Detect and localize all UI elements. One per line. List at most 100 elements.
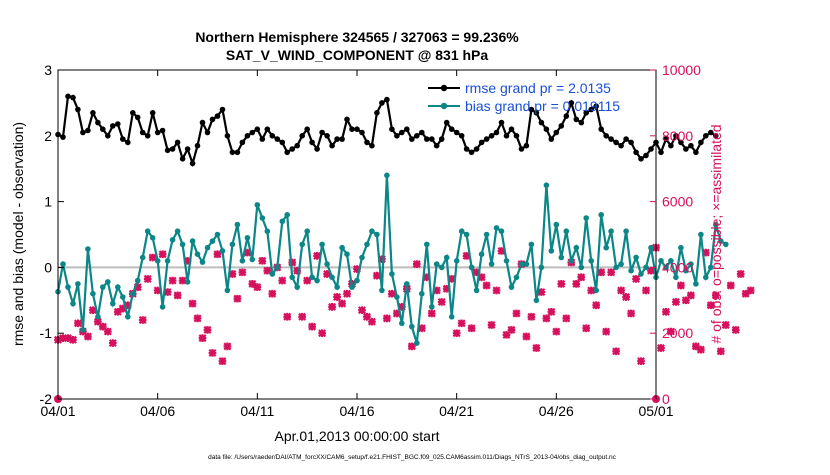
legend-marker-bias [440, 102, 448, 110]
obs-assimilated-marker [532, 344, 541, 352]
y-tick-label-left: 0 [44, 259, 52, 275]
rmse-point [523, 142, 530, 149]
obs-assimilated-marker [637, 357, 646, 366]
obs-assimilated-marker [647, 266, 655, 275]
obs-assimilated-marker [138, 316, 147, 325]
rmse-point [329, 142, 335, 149]
obs-assimilated-marker [497, 246, 506, 255]
obs-assimilated-marker [198, 334, 207, 343]
obs-assimilated-marker [228, 270, 237, 278]
rmse-point [304, 126, 311, 132]
obs-assimilated-marker [253, 283, 262, 292]
rmse-point [144, 133, 151, 139]
bias-point [249, 256, 256, 263]
obs-assimilated-marker [452, 329, 461, 338]
bias-point [75, 281, 81, 287]
rmse-point [414, 133, 420, 139]
bias-point [448, 314, 455, 320]
obs-assimilated-marker [358, 306, 366, 315]
rmse-point [628, 139, 634, 146]
rmse-point [608, 136, 614, 142]
bias-point [424, 241, 430, 248]
obs-assimilated-marker [552, 327, 561, 336]
rmse-point [483, 136, 490, 142]
rmse-point [279, 139, 286, 146]
bias-point [139, 254, 146, 261]
bias-point [453, 258, 460, 264]
obs-assimilated-marker [492, 286, 501, 295]
bias-point [468, 264, 475, 271]
rmse-point [105, 133, 111, 139]
obs-assimilated-marker [442, 284, 451, 293]
obs-assimilated-marker [701, 248, 710, 257]
rmse-point [284, 149, 291, 156]
bias-point [429, 304, 435, 310]
plot-area: 04/01 04/06 04/11 04/16 04/21 04/26 05/01 -2 -1 0… [40, 62, 755, 419]
rmse-point [409, 136, 415, 142]
obs-assimilated-marker [612, 347, 621, 356]
bias-point [638, 271, 644, 277]
obs-assimilated-marker [223, 342, 232, 351]
bias-point [458, 228, 465, 234]
bias-point [433, 261, 440, 267]
obs-assimilated-marker [572, 279, 581, 288]
rmse-point [528, 106, 535, 113]
rmse-point [289, 146, 296, 152]
rmse-point [379, 100, 385, 106]
rmse-point [194, 142, 201, 149]
rmse-point [384, 96, 390, 103]
bias-point [314, 277, 320, 284]
x-axis-label: Apr.01,2013 00:00:00 start [274, 428, 439, 444]
bias-point [274, 264, 281, 271]
bias-point [668, 258, 674, 264]
bias-point [329, 274, 335, 281]
rmse-point [130, 110, 136, 116]
bias-point [404, 281, 410, 287]
bias-point [364, 241, 370, 248]
bias-point [463, 231, 470, 238]
bias-point [608, 228, 614, 234]
bias-point [264, 228, 271, 234]
bias-point [394, 294, 400, 300]
rmse-point [638, 156, 644, 162]
rmse-point [189, 160, 196, 167]
bias-point [194, 251, 201, 257]
rmse-point [169, 146, 176, 152]
rmse-point [334, 136, 340, 142]
obs-assimilated-marker [377, 255, 386, 264]
bias-point [573, 244, 580, 251]
bias-point [65, 284, 71, 290]
bias-point [673, 274, 679, 281]
rmse-point [473, 146, 480, 152]
rmse-point [65, 93, 71, 100]
x-tick-label: 04/06 [140, 403, 175, 419]
y-tick-label-left: 2 [44, 128, 52, 144]
rmse-point [703, 133, 709, 139]
obs-assimilated-marker [168, 276, 177, 285]
obs-assimilated-marker [706, 301, 715, 310]
obs-assimilated-marker [233, 294, 242, 303]
y-tick-label-right: 2000 [662, 325, 693, 341]
bias-point [134, 277, 141, 284]
rmse-point [623, 136, 629, 142]
bias-point [204, 244, 211, 251]
rmse-point [548, 136, 555, 142]
obs-assimilated-marker [427, 309, 436, 318]
x-tick-label: 04/01 [40, 403, 75, 419]
rmse-point [503, 133, 510, 139]
rmse-point [359, 129, 365, 136]
bias-point [548, 248, 555, 254]
rmse-point [224, 133, 231, 139]
rmse-point [209, 116, 216, 123]
series-bias [55, 172, 729, 346]
bias-point [229, 241, 236, 248]
bias-point [179, 241, 186, 248]
obs-assimilated-marker [288, 258, 297, 267]
bias-point [244, 235, 251, 241]
bias-point [703, 274, 709, 281]
obs-assimilated-marker [328, 302, 337, 311]
bias-point [718, 238, 724, 244]
bias-point [613, 264, 619, 271]
obs-assimilated-marker [407, 342, 416, 351]
